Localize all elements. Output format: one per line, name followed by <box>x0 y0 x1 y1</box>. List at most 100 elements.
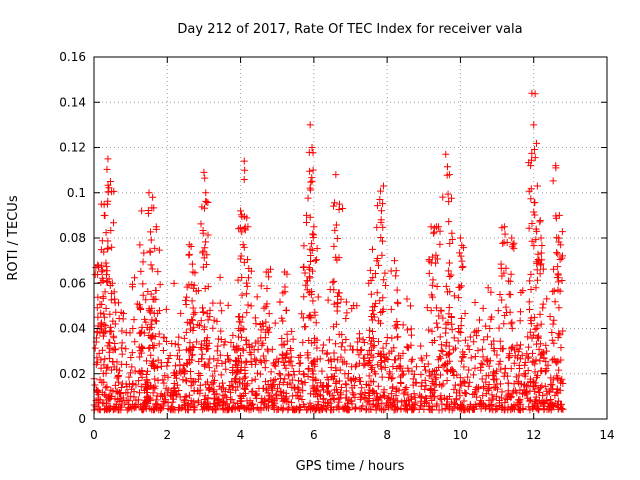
data-point <box>537 234 545 242</box>
data-point <box>214 356 222 364</box>
data-point <box>220 341 228 349</box>
data-point <box>360 338 368 346</box>
data-point <box>379 182 387 190</box>
data-point <box>282 364 290 372</box>
data-point <box>98 274 106 282</box>
data-point <box>355 359 363 367</box>
data-point <box>425 326 433 334</box>
data-point <box>175 386 183 394</box>
data-point <box>225 355 233 363</box>
data-point <box>253 403 261 411</box>
data-point <box>471 364 479 372</box>
data-point <box>398 367 406 375</box>
data-point <box>139 291 147 299</box>
data-point <box>299 387 307 395</box>
data-point <box>445 259 453 267</box>
data-point <box>281 354 289 362</box>
data-point <box>155 246 163 254</box>
data-point <box>289 392 297 400</box>
data-point <box>248 401 256 409</box>
data-point <box>547 380 555 388</box>
x-tick-label: 12 <box>526 428 541 442</box>
data-point <box>536 217 544 225</box>
data-point <box>428 281 436 289</box>
data-point <box>243 309 251 317</box>
data-point <box>318 383 326 391</box>
data-point <box>282 393 290 401</box>
data-point <box>332 221 340 229</box>
data-point <box>439 348 447 356</box>
data-point <box>432 251 440 259</box>
data-point <box>422 382 430 390</box>
data-point <box>372 299 380 307</box>
data-point <box>144 379 152 387</box>
data-point <box>252 320 260 328</box>
data-point <box>359 402 367 410</box>
data-point <box>519 404 527 412</box>
data-point <box>448 235 456 243</box>
data-point <box>149 389 157 397</box>
data-point <box>533 276 541 284</box>
data-point <box>373 223 381 231</box>
data-point <box>394 333 402 341</box>
data-point <box>170 279 178 287</box>
data-point <box>530 208 538 216</box>
data-point <box>311 362 319 370</box>
data-point <box>510 380 518 388</box>
data-point <box>548 336 556 344</box>
data-point <box>394 300 402 308</box>
data-point <box>453 371 461 379</box>
data-point <box>175 346 183 354</box>
data-point <box>555 238 563 246</box>
data-point <box>197 317 205 325</box>
data-point <box>265 392 273 400</box>
x-tick-label: 10 <box>453 428 468 442</box>
data-point <box>450 346 458 354</box>
data-point <box>542 358 550 366</box>
data-point <box>384 356 392 364</box>
data-point <box>550 316 558 324</box>
data-point <box>555 211 563 219</box>
data-point <box>265 310 273 318</box>
data-point <box>553 273 561 281</box>
data-point <box>218 359 226 367</box>
data-point <box>256 320 264 328</box>
data-point <box>100 378 108 386</box>
data-point <box>366 357 374 365</box>
data-point <box>403 343 411 351</box>
data-point <box>288 399 296 407</box>
data-point <box>208 380 216 388</box>
data-point <box>107 323 115 331</box>
data-point <box>436 227 444 235</box>
data-point <box>531 379 539 387</box>
data-point <box>339 204 347 212</box>
data-point <box>451 381 459 389</box>
data-point <box>526 277 534 285</box>
data-point <box>106 354 114 362</box>
data-point <box>378 373 386 381</box>
data-point <box>134 400 142 408</box>
data-point <box>431 393 439 401</box>
data-point <box>549 385 557 393</box>
data-point <box>300 370 308 378</box>
data-point <box>138 343 146 351</box>
data-point <box>104 393 112 401</box>
data-point <box>187 382 195 390</box>
data-point <box>151 244 159 252</box>
data-point <box>367 346 375 354</box>
data-point <box>201 244 209 252</box>
data-point <box>507 394 515 402</box>
data-point <box>106 339 114 347</box>
data-point <box>510 244 518 252</box>
data-point <box>356 395 364 403</box>
data-point <box>434 323 442 331</box>
data-point <box>111 320 119 328</box>
data-point <box>125 373 133 381</box>
data-point <box>182 300 190 308</box>
data-point <box>194 287 202 295</box>
data-point <box>448 320 456 328</box>
data-point <box>366 326 374 334</box>
data-point <box>100 321 108 329</box>
data-point <box>539 265 547 273</box>
data-point <box>269 359 277 367</box>
